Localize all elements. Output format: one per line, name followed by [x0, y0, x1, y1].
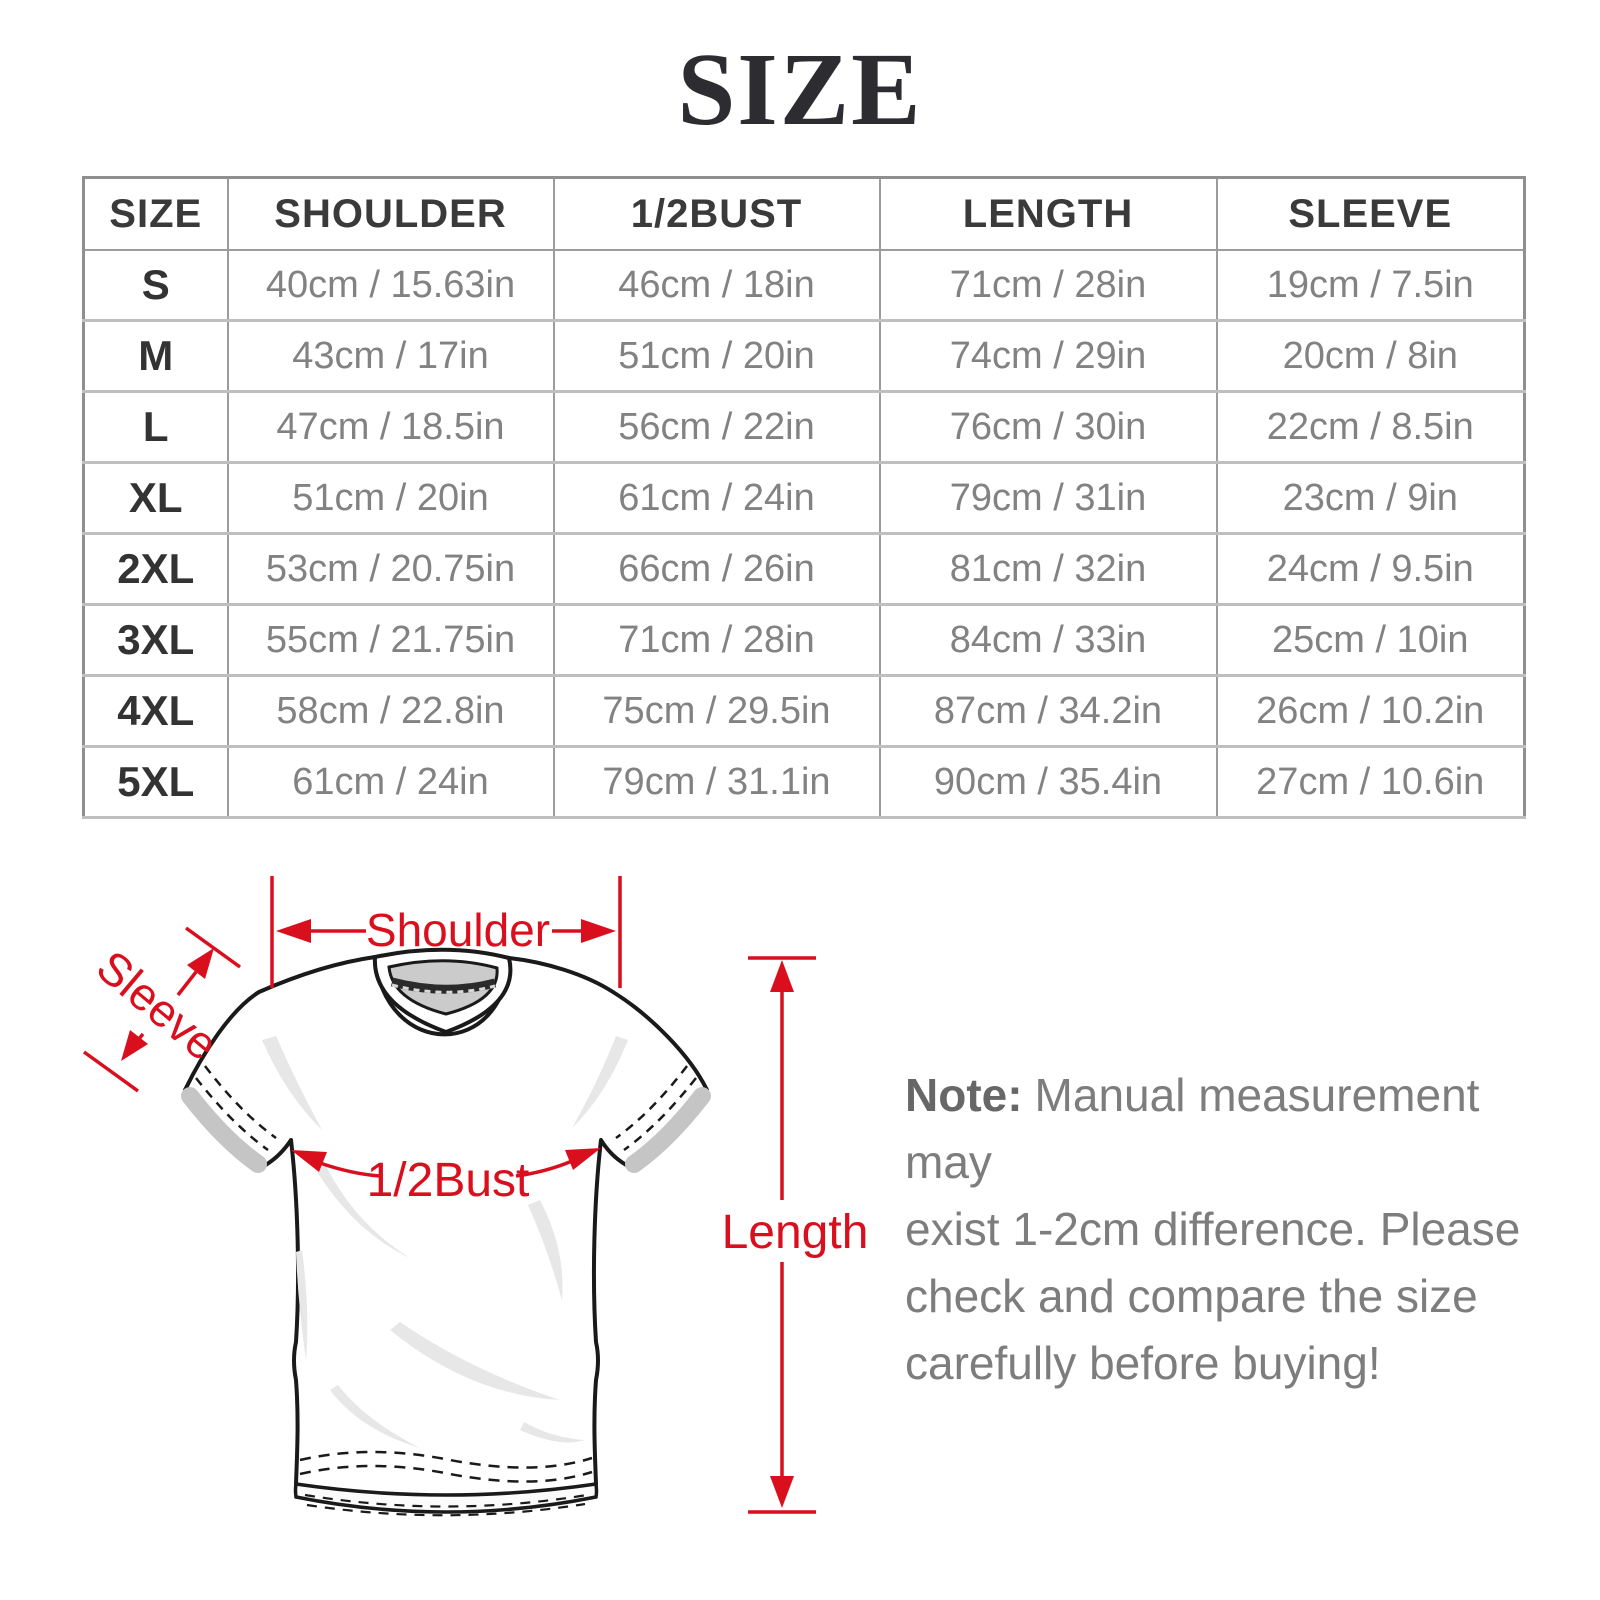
table-row: 2XL 53cm / 20.75in 66cm / 26in 81cm / 32… — [82, 532, 1526, 606]
sleeve-arrowhead-top — [187, 948, 214, 979]
note-line: carefully before buying! — [905, 1337, 1381, 1389]
cell-length: 79cm / 31in — [878, 461, 1218, 535]
collar-braid-highlight — [391, 983, 496, 994]
cell-size: M — [82, 319, 229, 393]
cell-bust: 79cm / 31.1in — [552, 745, 881, 819]
cell-shoulder: 47cm / 18.5in — [226, 390, 555, 464]
hem-band-stitch-2 — [306, 1502, 586, 1517]
table-row: M 43cm / 17in 51cm / 20in 74cm / 29in 20… — [82, 319, 1526, 393]
cell-shoulder: 40cm / 15.63in — [226, 249, 555, 322]
bust-arrowhead-left — [291, 1150, 327, 1172]
cell-shoulder: 55cm / 21.75in — [226, 603, 555, 677]
cell-sleeve: 24cm / 9.5in — [1215, 532, 1526, 606]
col-header-length: LENGTH — [878, 176, 1218, 251]
length-arrowhead-bottom — [770, 1476, 794, 1508]
cell-bust: 46cm / 18in — [552, 249, 881, 322]
sleeve-measure-arrow — [82, 926, 242, 1093]
sleeve-tick-bottom — [82, 1050, 140, 1093]
table-row: 3XL 55cm / 21.75in 71cm / 28in 84cm / 33… — [82, 603, 1526, 677]
cell-length: 87cm / 34.2in — [878, 674, 1218, 748]
cell-size: 2XL — [82, 532, 229, 606]
right-cuff-stitch-2 — [615, 1065, 688, 1140]
cell-shoulder: 61cm / 24in — [226, 745, 555, 819]
note-line: Note: Manual measurement may — [905, 1069, 1480, 1188]
left-cuff-stitch-1 — [195, 1077, 269, 1152]
cell-length: 74cm / 29in — [878, 319, 1218, 393]
cell-sleeve: 25cm / 10in — [1215, 603, 1526, 677]
table-row: L 47cm / 18.5in 56cm / 22in 76cm / 30in … — [82, 390, 1526, 464]
cell-bust: 61cm / 24in — [552, 461, 881, 535]
col-header-size: SIZE — [82, 176, 229, 251]
left-cuff-stitch-2 — [204, 1065, 277, 1140]
length-label: Length — [722, 1206, 869, 1259]
cell-bust: 75cm / 29.5in — [552, 674, 881, 748]
col-header-shoulder: SHOULDER — [226, 176, 555, 251]
cell-shoulder: 53cm / 20.75in — [226, 532, 555, 606]
cell-shoulder: 43cm / 17in — [226, 319, 555, 393]
cell-length: 90cm / 35.4in — [878, 745, 1218, 819]
shoulder-measure-arrow — [270, 876, 622, 988]
note-line: exist 1-2cm difference. Please — [905, 1203, 1521, 1255]
length-arrowhead-top — [770, 960, 794, 992]
cell-bust: 66cm / 26in — [552, 532, 881, 606]
cell-shoulder: 51cm / 20in — [226, 461, 555, 535]
note-label: Note: — [905, 1069, 1023, 1121]
fabric-shading — [262, 1036, 628, 1448]
shoulder-label: Shoulder — [366, 904, 550, 956]
bust-arrowhead-right — [565, 1148, 601, 1170]
right-cuff-stitch-1 — [623, 1077, 697, 1152]
col-header-bust: 1/2BUST — [552, 176, 881, 251]
cell-size: S — [82, 249, 229, 322]
left-cuff-inside — [181, 1087, 267, 1173]
bust-measure-arrow — [291, 1148, 601, 1178]
sleeve-tick-top — [184, 926, 242, 969]
hem-band — [293, 1482, 599, 1514]
cell-sleeve: 26cm / 10.2in — [1215, 674, 1526, 748]
cell-bust: 71cm / 28in — [552, 603, 881, 677]
shoulder-arrowhead-left — [276, 919, 311, 943]
cell-size: 5XL — [82, 745, 229, 819]
tshirt-illustration — [181, 947, 711, 1517]
page-title: SIZE — [677, 32, 923, 147]
cell-length: 81cm / 32in — [878, 532, 1218, 606]
tshirt-body — [183, 955, 709, 1501]
table-row: 5XL 61cm / 24in 79cm / 31.1in 90cm / 35.… — [82, 745, 1526, 819]
bust-label: 1/2Bust — [367, 1154, 530, 1207]
cell-size: 4XL — [82, 674, 229, 748]
col-header-sleeve: SLEEVE — [1215, 176, 1526, 251]
header-row: SIZE SHOULDER 1/2BUST LENGTH SLEEVE — [82, 176, 1526, 251]
hem-stitch-2 — [299, 1464, 593, 1483]
collar-braid-band — [390, 977, 497, 994]
table-row: XL 51cm / 20in 61cm / 24in 79cm / 31in 2… — [82, 461, 1526, 535]
cell-size: 3XL — [82, 603, 229, 677]
cell-length: 84cm / 33in — [878, 603, 1218, 677]
cell-sleeve: 19cm / 7.5in — [1215, 249, 1526, 322]
shoulder-arrowhead-right — [581, 919, 616, 943]
hem-band-stitch-1 — [304, 1493, 588, 1508]
note-text: Note: Manual measurement may exist 1-2cm … — [905, 1062, 1545, 1397]
table-row: S 40cm / 15.63in 46cm / 18in 71cm / 28in… — [82, 249, 1526, 322]
cell-sleeve: 22cm / 8.5in — [1215, 390, 1526, 464]
cell-sleeve: 23cm / 9in — [1215, 461, 1526, 535]
hem-stitch-1 — [299, 1450, 593, 1469]
note-line: check and compare the size — [905, 1270, 1478, 1322]
size-table: SIZE SHOULDER 1/2BUST LENGTH SLEEVE S 40… — [82, 176, 1526, 819]
cell-sleeve: 20cm / 8in — [1215, 319, 1526, 393]
cell-length: 76cm / 30in — [878, 390, 1218, 464]
sleeve-arrowhead-bottom — [121, 1030, 148, 1061]
length-measure-arrow — [748, 956, 816, 1514]
cell-sleeve: 27cm / 10.6in — [1215, 745, 1526, 819]
cell-size: L — [82, 390, 229, 464]
cell-size: XL — [82, 461, 229, 535]
cell-length: 71cm / 28in — [878, 249, 1218, 322]
table-row: 4XL 58cm / 22.8in 75cm / 29.5in 87cm / 3… — [82, 674, 1526, 748]
cell-bust: 51cm / 20in — [552, 319, 881, 393]
cell-shoulder: 58cm / 22.8in — [226, 674, 555, 748]
right-cuff-inside — [625, 1087, 711, 1173]
cell-bust: 56cm / 22in — [552, 390, 881, 464]
